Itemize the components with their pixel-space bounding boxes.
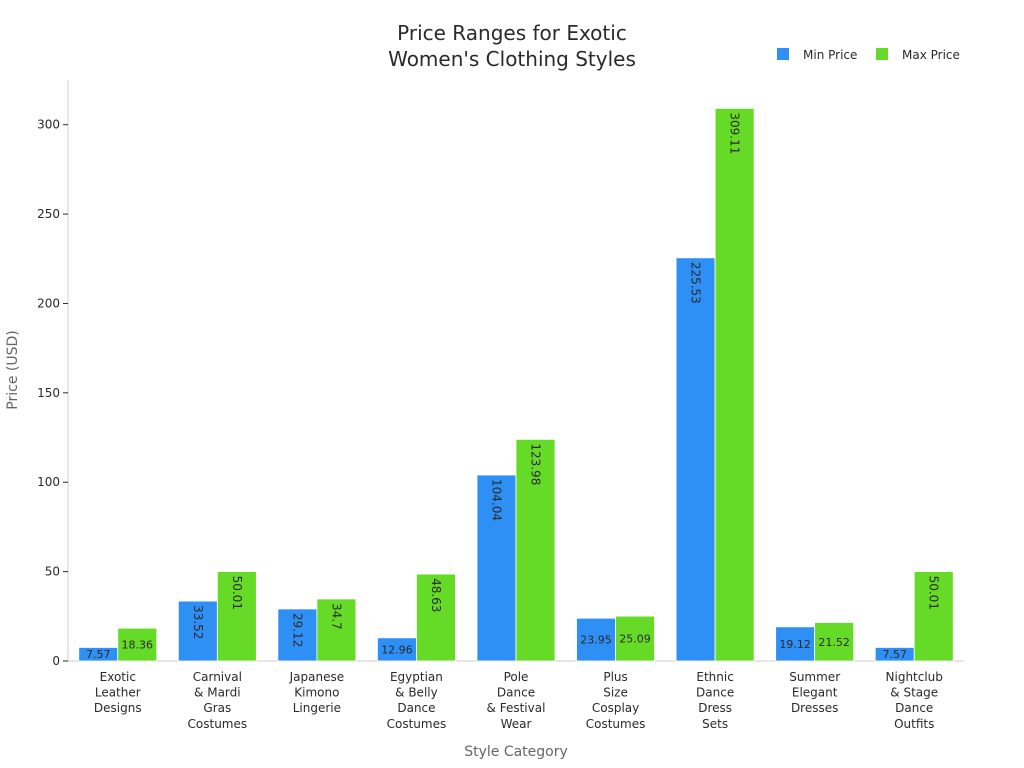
x-tick-label-line: Carnival xyxy=(193,670,242,684)
bar-min-price xyxy=(277,608,318,662)
data-label: 104.04 xyxy=(490,479,504,521)
x-tick-label-line: Dress xyxy=(698,701,732,715)
data-label: 21.52 xyxy=(818,636,850,649)
y-tick-label: 250 xyxy=(37,207,60,221)
x-tick-label-line: Dance xyxy=(497,686,535,700)
x-tick-label: Carnival & Mardi Gras Costumes xyxy=(188,670,248,731)
bar-max-price xyxy=(814,622,855,662)
x-tick-label: Egyptian & Belly Dance Costumes xyxy=(387,670,447,731)
legend-swatch xyxy=(777,48,789,60)
bar-max-price xyxy=(316,598,357,662)
data-label: 7.57 xyxy=(86,648,111,661)
y-tick-label: 300 xyxy=(37,118,60,132)
bar-min-price xyxy=(675,257,716,662)
x-tick-label: Summer Elegant Dresses xyxy=(789,670,840,715)
x-tick-label-line: Japanese xyxy=(289,670,345,684)
y-tick-label: 100 xyxy=(37,475,60,489)
x-tick-label-line: Outfits xyxy=(894,717,934,731)
data-label: 48.63 xyxy=(429,578,443,612)
bar-min-price xyxy=(177,600,218,662)
x-tick-label-line: & Belly xyxy=(395,686,438,700)
x-tick-label-line: Kimono xyxy=(294,686,339,700)
bar-max-price xyxy=(117,627,158,662)
data-label: 12.96 xyxy=(381,643,413,656)
data-label: 18.36 xyxy=(122,639,154,652)
y-axis-title: Price (USD) xyxy=(5,330,21,409)
legend-label: Min Price xyxy=(803,48,857,62)
x-tick-label-line: Ethnic xyxy=(696,670,733,684)
data-label: 29.12 xyxy=(290,613,304,647)
data-label: 33.52 xyxy=(191,605,205,639)
x-tick-label-line: Pole xyxy=(504,670,529,684)
y-tick-label: 0 xyxy=(52,654,60,668)
data-label: 34.7 xyxy=(329,603,343,630)
data-label: 23.95 xyxy=(580,634,612,647)
data-label: 123.98 xyxy=(529,443,543,485)
data-label: 25.09 xyxy=(619,633,651,646)
x-tick-label-line: Lingerie xyxy=(293,701,341,715)
x-tick-label-line: & Festival xyxy=(487,701,546,715)
x-tick-label-line: Costumes xyxy=(586,717,646,731)
x-tick-label-line: Cosplay xyxy=(592,701,639,715)
y-tick-label: 50 xyxy=(45,565,60,579)
data-label: 50.01 xyxy=(230,576,244,610)
x-tick-label: Ethnic Dance Dress Sets xyxy=(696,670,734,731)
x-tick-label-line: Exotic xyxy=(100,670,136,684)
x-tick-label-line: Dance xyxy=(397,701,435,715)
x-tick-label: Japanese Kimono Lingerie xyxy=(289,670,345,715)
x-tick-label-line: Size xyxy=(603,686,628,700)
x-tick-label-line: Dance xyxy=(696,686,734,700)
legend: Min Price Max Price xyxy=(777,48,960,62)
x-tick-label-line: Elegant xyxy=(792,686,838,700)
data-label: 7.57 xyxy=(882,648,907,661)
x-tick-label: Pole Dance & Festival Wear xyxy=(487,670,546,731)
x-tick-label: Exotic Leather Designs xyxy=(94,670,142,715)
bar-max-price xyxy=(515,438,556,662)
x-tick-label-line: Plus xyxy=(603,670,627,684)
bar-min-price xyxy=(476,474,517,662)
x-tick-label-line: Egyptian xyxy=(390,670,443,684)
bar-max-price xyxy=(216,571,257,662)
x-tick-label-line: Wear xyxy=(501,717,532,731)
x-tick-label-line: Designs xyxy=(94,701,142,715)
bars xyxy=(78,108,954,662)
data-label: 50.01 xyxy=(927,576,941,610)
x-tick-label-line: Costumes xyxy=(387,717,447,731)
bar-max-price xyxy=(416,573,456,662)
x-tick-label-line: Leather xyxy=(95,686,141,700)
x-tick-label-line: Nightclub xyxy=(886,670,943,684)
legend-swatch xyxy=(876,48,888,60)
bar-min-price xyxy=(775,626,816,662)
data-label: 309.11 xyxy=(728,112,742,154)
x-tick-label-line: & Stage xyxy=(890,686,938,700)
bar-max-price xyxy=(615,615,655,662)
y-axis: 0 50 100 150 200 250 300 xyxy=(37,80,69,668)
x-tick-label-line: Sets xyxy=(702,717,728,731)
legend-label: Max Price xyxy=(902,48,960,62)
y-tick-label: 200 xyxy=(37,296,60,310)
x-tick-label-line: Dresses xyxy=(791,701,838,715)
chart-title-line: Price Ranges for Exotic xyxy=(397,21,627,45)
x-axis-title: Style Category xyxy=(464,744,568,760)
x-tick-label-line: Costumes xyxy=(188,717,248,731)
x-tick-label-line: Gras xyxy=(203,701,231,715)
bar-max-price xyxy=(913,571,954,662)
bar-min-price xyxy=(576,617,616,662)
data-label: 19.12 xyxy=(779,638,811,651)
data-labels: 7.57 18.36 33.52 50.01 29.12 34.7 12.96 48.63 10… xyxy=(86,112,941,661)
x-tick-label: Plus Size Cosplay Costumes xyxy=(586,670,646,731)
x-tick-label: Nightclub & Stage Dance Outfits xyxy=(886,670,943,731)
chart-title-line: Women's Clothing Styles xyxy=(388,47,636,71)
x-tick-label-line: Dance xyxy=(895,701,933,715)
x-tick-label-line: & Mardi xyxy=(194,686,241,700)
bar-max-price xyxy=(714,108,755,662)
y-tick-label: 150 xyxy=(37,386,60,400)
data-label: 225.53 xyxy=(689,262,703,304)
x-tick-label-line: Summer xyxy=(789,670,840,684)
